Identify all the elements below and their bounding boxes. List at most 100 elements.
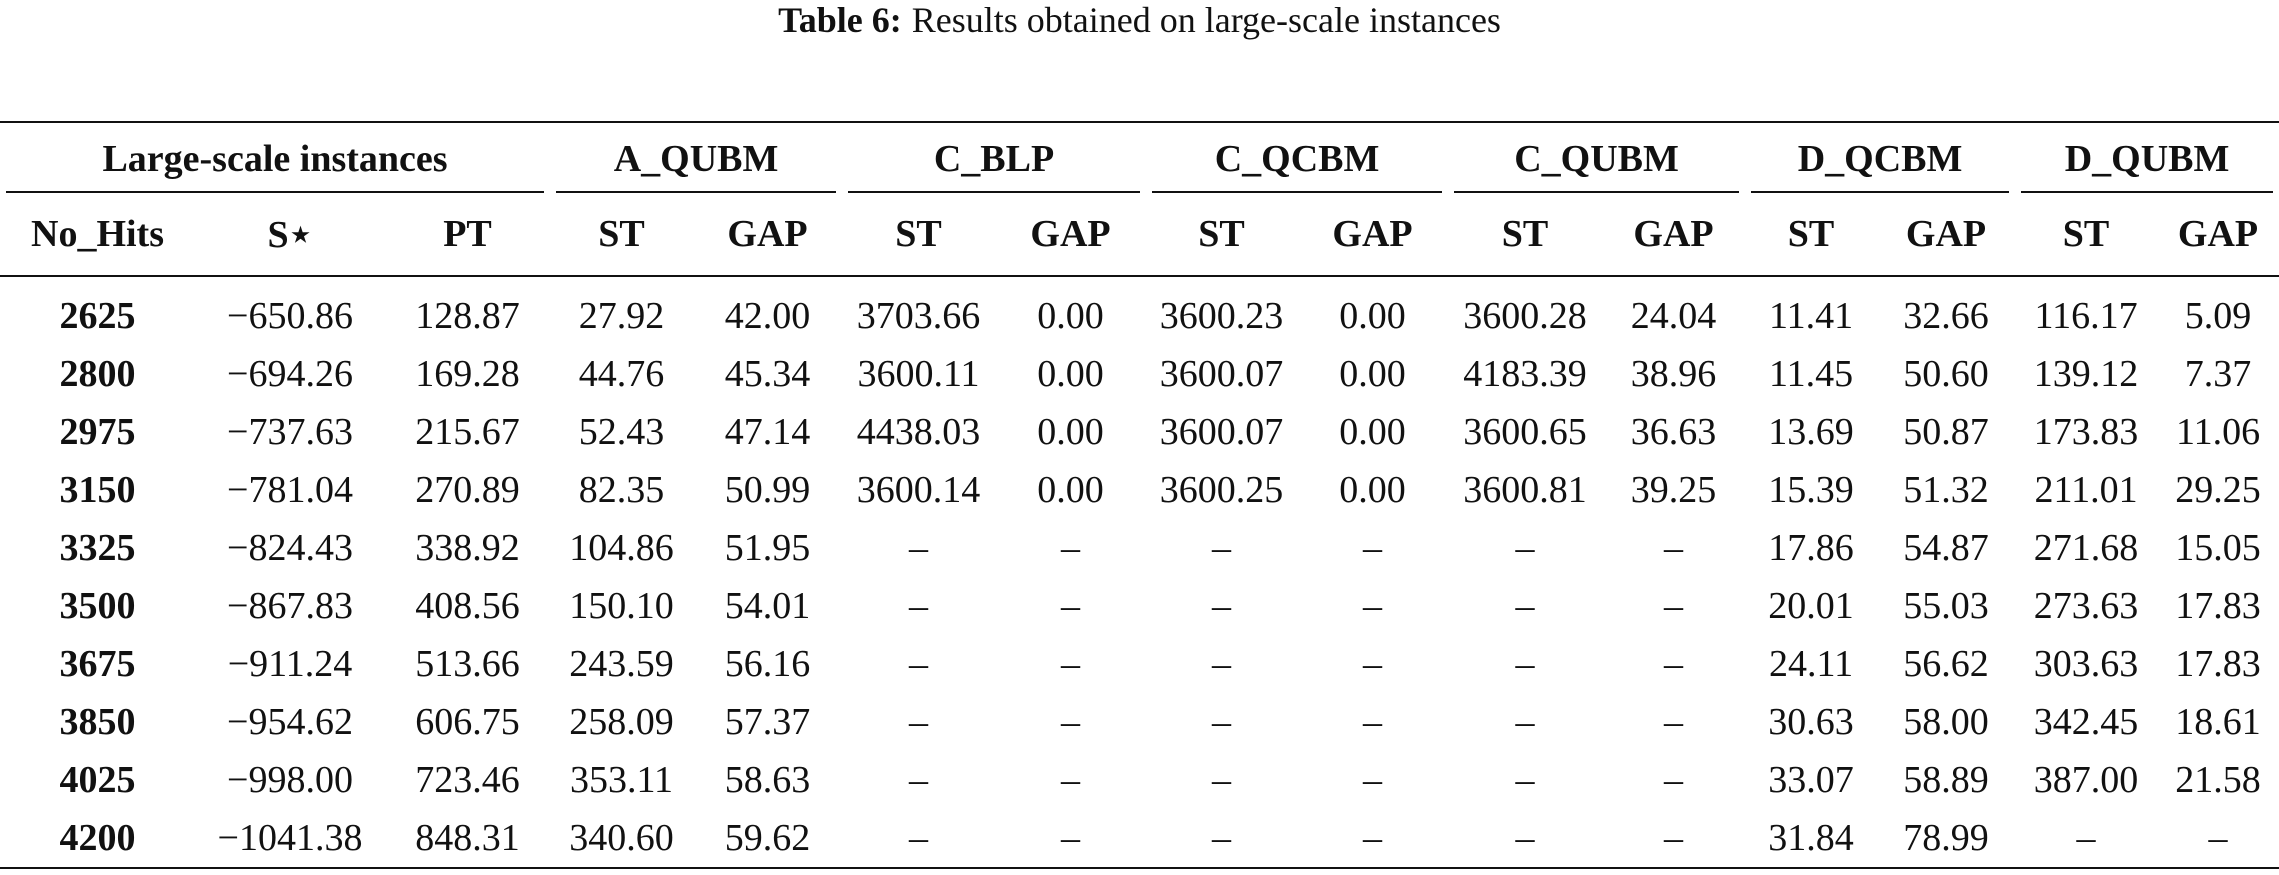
table-cell: −824.43 <box>227 527 353 569</box>
table-cell: −998.00 <box>227 759 353 801</box>
table-cell: 32.66 <box>1903 295 1989 337</box>
table-cell: 270.89 <box>415 469 520 511</box>
table-cell: – <box>1363 527 1383 569</box>
table-cell: – <box>1515 643 1535 685</box>
table-cell: 31.84 <box>1768 817 1854 859</box>
column-header: ST <box>1745 193 1878 277</box>
table-cell: – <box>1212 643 1232 685</box>
table-cell: 15.05 <box>2175 527 2261 569</box>
table-cell: 55.03 <box>1903 585 1989 627</box>
table-cell: – <box>909 643 929 685</box>
row-key: 3675 <box>59 643 136 685</box>
table-cell: 3600.07 <box>1159 353 1284 395</box>
group-header: C_QCBM <box>1152 137 1443 193</box>
group-header-cell: D_QUBM <box>2015 122 2279 193</box>
table-row: 3675 −911.24 513.66 243.59 56.16 – – – – – – 24.11 5… <box>0 635 2279 693</box>
row-key: 4200 <box>59 817 136 859</box>
table-cell: 408.56 <box>415 585 520 627</box>
table-cell: 30.63 <box>1768 701 1854 743</box>
table-row: 3325 −824.43 338.92 104.86 51.95 – – – – – – 17.86 5… <box>0 519 2279 577</box>
group-header-cell: C_BLP <box>842 122 1146 193</box>
table-row: 3850 −954.62 606.75 258.09 57.37 – – – – – – 30.63 5… <box>0 693 2279 751</box>
column-header: GAP <box>693 193 843 277</box>
table-cell: – <box>909 759 929 801</box>
column-header: PT <box>385 193 551 277</box>
table-cell: – <box>1515 585 1535 627</box>
table-cell: 39.25 <box>1630 469 1717 511</box>
table-cell: – <box>909 701 929 743</box>
table-cell: – <box>2076 817 2096 859</box>
table-cell: – <box>1061 643 1081 685</box>
table-cell: 353.11 <box>569 759 674 801</box>
table-cell: 18.61 <box>2175 701 2261 743</box>
table-cell: 47.14 <box>724 411 811 453</box>
table-cell: 342.45 <box>2033 701 2139 743</box>
table-cell: 33.07 <box>1768 759 1854 801</box>
column-header: S⋆ <box>195 193 385 277</box>
table-cell: 128.87 <box>415 295 520 337</box>
table-cell: 51.95 <box>724 527 811 569</box>
caption-label: Table 6: <box>778 0 902 40</box>
table-cell: 0.00 <box>1037 469 1104 511</box>
column-header: ST <box>1448 193 1603 277</box>
column-header: ST <box>2015 193 2158 277</box>
column-header: ST <box>550 193 694 277</box>
table-cell: −954.62 <box>227 701 353 743</box>
table-cell: 3600.81 <box>1463 469 1587 511</box>
table-cell: – <box>1363 817 1383 859</box>
table-cell: −867.83 <box>227 585 353 627</box>
table-cell: – <box>1363 701 1383 743</box>
table-cell: – <box>1061 759 1081 801</box>
table-cell: 303.63 <box>2033 643 2139 685</box>
table-cell: 52.43 <box>578 411 665 453</box>
table-cell: −911.24 <box>227 643 353 685</box>
table-cell: – <box>1061 585 1081 627</box>
column-header: No_Hits <box>0 193 195 277</box>
table-cell: 27.92 <box>578 295 665 337</box>
table-cell: 42.00 <box>724 295 811 337</box>
table-cell: 211.01 <box>2034 469 2138 511</box>
table-cell: 7.37 <box>2184 353 2252 395</box>
column-header: GAP <box>2157 193 2279 277</box>
table-cell: 104.86 <box>569 527 674 569</box>
table-cell: −781.04 <box>227 469 353 511</box>
column-row: No_Hits S⋆ PT ST GAP ST GAP ST GAP ST GAP ST GAP ST GA… <box>0 193 2279 277</box>
table-cell: – <box>909 585 929 627</box>
table-cell: 15.39 <box>1768 469 1854 511</box>
table-cell: – <box>1212 527 1232 569</box>
table-cell: – <box>1212 759 1232 801</box>
table-cell: 54.87 <box>1903 527 1989 569</box>
table-cell: 3600.23 <box>1159 295 1284 337</box>
table-cell: – <box>1664 701 1684 743</box>
table-row: 2975 −737.63 215.67 52.43 47.14 4438.03 0.00 36… <box>0 403 2279 461</box>
row-key: 2975 <box>59 411 136 453</box>
table-cell: −737.63 <box>227 411 353 453</box>
table-cell: 29.25 <box>2175 469 2261 511</box>
group-header: Large-scale instances <box>6 137 545 193</box>
table-cell: 38.96 <box>1630 353 1717 395</box>
table-cell: 11.06 <box>2175 411 2261 453</box>
table-cell: 215.67 <box>415 411 520 453</box>
table-cell: 273.63 <box>2033 585 2139 627</box>
table-cell: 0.00 <box>1339 411 1406 453</box>
table-cell: 17.83 <box>2175 643 2261 685</box>
table-cell: 58.00 <box>1903 701 1989 743</box>
table-cell: 50.99 <box>724 469 811 511</box>
group-header: D_QCBM <box>1751 137 2010 193</box>
table-cell: – <box>1212 817 1232 859</box>
table-cell: 57.37 <box>724 701 811 743</box>
table-cell: 3600.07 <box>1159 411 1284 453</box>
table-cell: – <box>2208 817 2228 859</box>
table-cell: – <box>909 527 929 569</box>
group-header-cell: D_QCBM <box>1745 122 2015 193</box>
table-cell: 36.63 <box>1630 411 1717 453</box>
table-cell: −650.86 <box>227 295 353 337</box>
table-cell: 3600.14 <box>856 469 981 511</box>
table-cell: 24.11 <box>1768 643 1854 685</box>
table-cell: 116.17 <box>2034 295 2138 337</box>
table-cell: 169.28 <box>415 353 520 395</box>
table-cell: 45.34 <box>724 353 811 395</box>
row-key: 2800 <box>59 353 136 395</box>
table-body: 2625 −650.86 128.87 27.92 42.00 3703.66 0.00 36… <box>0 276 2279 868</box>
table-cell: – <box>1515 817 1535 859</box>
